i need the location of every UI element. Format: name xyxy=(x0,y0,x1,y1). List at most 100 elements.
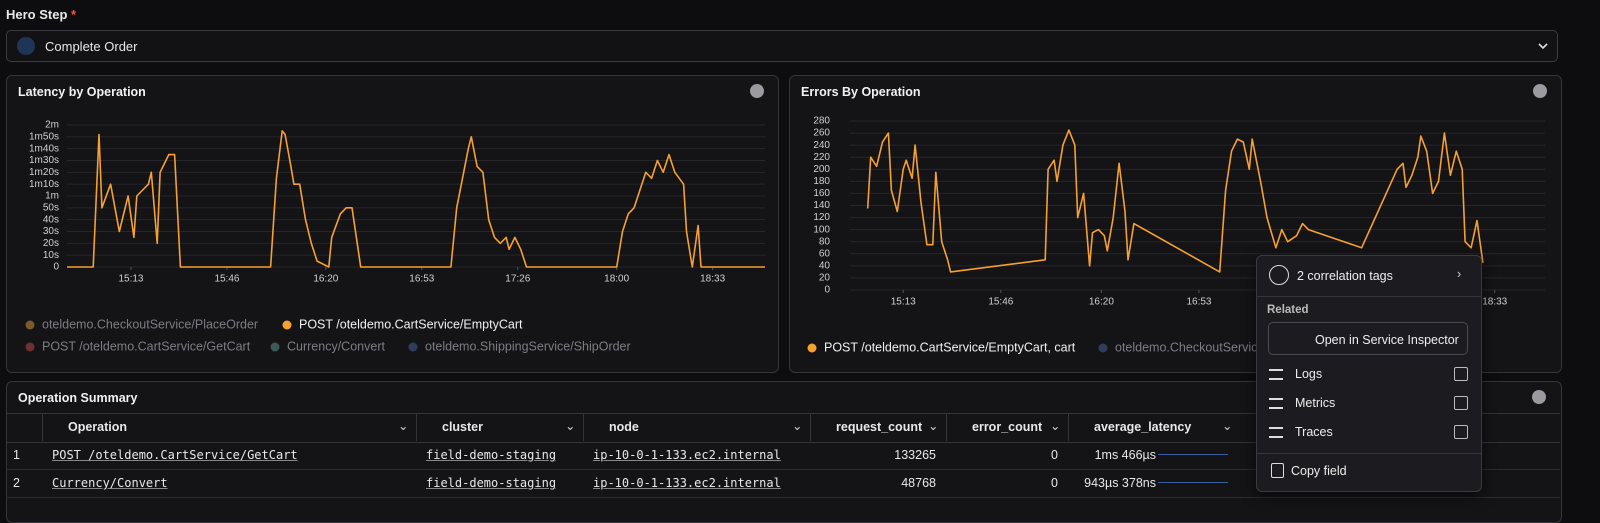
x-tick-label: 15:46 xyxy=(214,274,239,285)
header-row xyxy=(6,413,1560,443)
chart-title: Latency by Operation xyxy=(18,85,146,99)
x-tick-label: 16:20 xyxy=(1089,297,1114,308)
x-tick-label: 18:33 xyxy=(1482,297,1507,308)
link-icon xyxy=(1269,427,1283,438)
x-tick-label: 17:26 xyxy=(505,274,530,285)
correlation-tags[interactable]: 2 correlation tags xyxy=(1297,269,1393,283)
table-cell: 133265 xyxy=(894,448,936,462)
clock-icon[interactable] xyxy=(750,84,764,98)
y-tick-label: 20s xyxy=(43,238,59,249)
legend-label: oteldemo.CheckoutService/PlaceOrder xyxy=(42,317,258,331)
legend-label: oteldemo.ShippingService/ShipOrder xyxy=(425,339,631,353)
y-tick-label: 200 xyxy=(813,164,830,175)
divider xyxy=(1257,453,1481,454)
y-tick-label: 50s xyxy=(43,202,59,213)
legend-swatch xyxy=(1098,343,1108,353)
copy-field[interactable]: Copy field xyxy=(1291,464,1347,478)
icon xyxy=(17,37,35,55)
y-tick-label: 280 xyxy=(813,116,830,127)
legend-swatch xyxy=(25,342,35,352)
y-tick-label: 260 xyxy=(813,128,830,139)
column-header-label: average_latency xyxy=(1094,420,1192,434)
y-tick-label: 10s xyxy=(43,250,59,261)
row-number: 1 xyxy=(13,448,20,462)
legend-label: POST /oteldemo.CartService/EmptyCart, ca… xyxy=(824,340,1076,354)
legend-label: POST /oteldemo.CartService/GetCart xyxy=(42,339,251,353)
divider xyxy=(1257,296,1481,297)
y-tick-label: 40 xyxy=(819,260,831,271)
table-cell: Currency/Convert xyxy=(52,476,168,490)
clock-icon[interactable] xyxy=(1532,390,1546,404)
y-tick-label: 100 xyxy=(813,224,830,235)
related-link[interactable]: Metrics xyxy=(1295,396,1336,410)
legend-swatch xyxy=(25,320,35,330)
y-tick-label: 0 xyxy=(824,285,830,296)
hero-step-select[interactable]: Complete Order xyxy=(6,30,1558,62)
legend-label: POST /oteldemo.CartService/EmptyCart xyxy=(299,317,523,331)
column-header xyxy=(946,413,1069,441)
x-tick-label: 16:53 xyxy=(409,274,434,285)
link-icon xyxy=(1269,398,1283,409)
column-header-label: node xyxy=(609,420,639,434)
x-tick-label: 15:13 xyxy=(891,297,916,308)
legend-label: Currency/Convert xyxy=(287,339,385,353)
chevron: › xyxy=(1457,267,1462,281)
context-menu: 2 correlation tags › Related Open in Ser… xyxy=(1256,255,1482,492)
y-tick-label: 60 xyxy=(819,248,831,259)
table-cell: field-demo-staging xyxy=(426,448,557,462)
external-icon xyxy=(1454,396,1468,410)
page: Hero Step * Complete Order Latency by Op… xyxy=(6,7,1562,523)
legend-swatch xyxy=(282,320,292,330)
external-icon xyxy=(1454,425,1468,439)
legend-swatch xyxy=(408,342,418,352)
charts: 010s20s30s40s50s1m1m10s1m20s1m30s1m40s1m… xyxy=(25,116,1545,354)
column-header-label: Operation xyxy=(68,420,128,434)
x-tick-label: 15:46 xyxy=(988,297,1013,308)
series-line xyxy=(67,130,765,268)
related-link[interactable]: Logs xyxy=(1295,367,1323,381)
column-header xyxy=(810,413,947,441)
table-cell: ip-10-0-1-133.ec2.internal xyxy=(593,476,781,490)
row-number: 2 xyxy=(13,476,20,490)
y-tick-label: 1m20s xyxy=(29,167,59,178)
table-cell: field-demo-staging xyxy=(426,476,557,490)
y-tick-label: 2m xyxy=(45,120,59,131)
summary-table: Operation ⌄ cluster ⌄ node ⌄ request_count ⌄ err… xyxy=(6,413,1560,509)
inspector-button[interactable]: Open in Service Inspector xyxy=(1268,322,1468,355)
column-header xyxy=(416,413,584,441)
column-header xyxy=(42,413,417,441)
x-tick-label: 18:00 xyxy=(604,274,629,285)
column-chevron: ⌄ xyxy=(398,419,409,433)
related-link[interactable]: Traces xyxy=(1295,425,1333,439)
y-tick-label: 140 xyxy=(813,200,830,211)
y-tick-label: 30s xyxy=(43,226,59,237)
y-tick-label: 1m30s xyxy=(29,155,59,166)
y-tick-label: 180 xyxy=(813,176,830,187)
column-chevron: ⌄ xyxy=(1222,419,1233,433)
x-tick-label: 16:53 xyxy=(1186,297,1211,308)
x-tick-label: 15:13 xyxy=(118,274,143,285)
sparkline xyxy=(1158,482,1228,483)
clock-icon[interactable] xyxy=(1533,84,1547,98)
table-cell: ip-10-0-1-133.ec2.internal xyxy=(593,448,781,462)
selected-value: Complete Order xyxy=(45,39,138,54)
column-header xyxy=(1068,413,1241,441)
copy-icon xyxy=(1271,463,1284,478)
column-chevron: ⌄ xyxy=(792,419,803,433)
y-tick-label: 240 xyxy=(813,140,830,151)
x-tick-label: 18:33 xyxy=(700,274,725,285)
y-tick-label: 1m40s xyxy=(29,143,59,154)
y-tick-label: 80 xyxy=(819,236,831,247)
y-tick-label: 160 xyxy=(813,188,830,199)
column-header-label: request_count xyxy=(836,420,923,434)
chevron xyxy=(1538,43,1548,50)
table-cell: 1ms 466µs xyxy=(1094,448,1156,462)
table-row xyxy=(6,469,1560,498)
external-icon xyxy=(1454,367,1468,381)
y-tick-label: 220 xyxy=(813,152,830,163)
table-cell: 48768 xyxy=(901,476,936,490)
x-tick-label: 16:20 xyxy=(313,274,338,285)
y-tick-label: 1m50s xyxy=(29,131,59,142)
table-cell: 0 xyxy=(1051,448,1058,462)
hero-step-label: Hero Step * xyxy=(6,7,76,22)
